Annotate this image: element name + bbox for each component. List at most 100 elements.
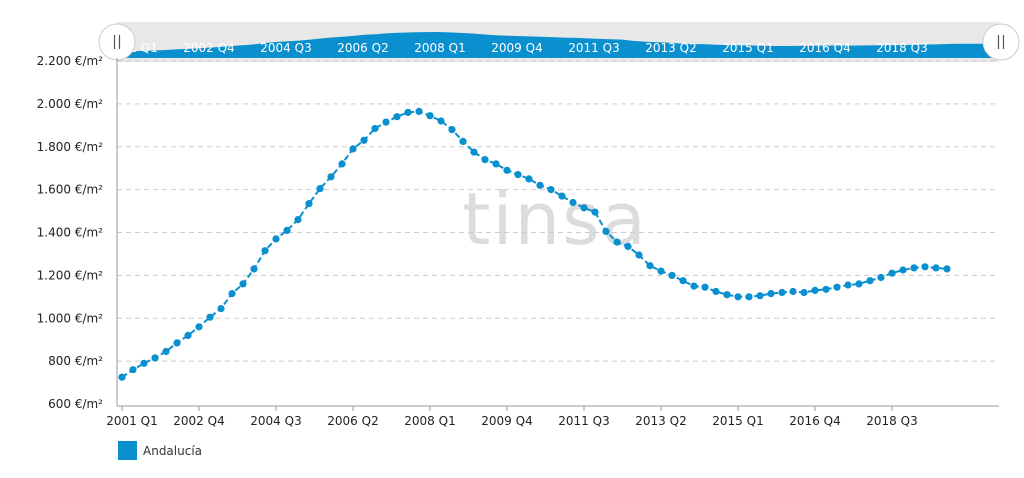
data-point[interactable] [250,265,258,273]
data-point[interactable] [371,124,379,133]
data-point[interactable] [206,313,214,321]
data-point[interactable] [316,185,324,193]
data-point[interactable] [910,264,918,272]
data-point[interactable] [943,265,951,273]
x-tick-label: 2004 Q3 [250,414,301,428]
data-point[interactable] [382,118,390,126]
x-tick-label: 2001 Q1 [106,414,157,428]
data-point[interactable] [701,283,709,291]
navigator-label: 2016 Q4 [799,41,850,55]
data-point[interactable] [635,251,643,259]
data-point[interactable] [547,186,555,194]
data-point[interactable] [767,290,775,298]
data-point[interactable] [844,281,852,289]
data-point[interactable] [580,204,588,212]
grid-lines [117,60,999,362]
data-point[interactable] [921,263,929,271]
data-point[interactable] [118,373,126,381]
data-point[interactable] [712,287,720,296]
data-point[interactable] [536,181,544,189]
grip-lines-icon [997,35,1005,49]
navigator-label: 2015 Q1 [722,41,773,55]
data-point[interactable] [261,247,269,255]
legend-item-andalucia[interactable]: Andalucía [118,441,202,460]
data-point[interactable] [195,323,203,331]
data-point[interactable] [800,288,808,297]
series-andalucia[interactable] [118,107,951,381]
data-point[interactable] [668,271,676,279]
x-tick-label: 2009 Q4 [481,414,532,428]
data-point[interactable] [789,287,797,296]
data-point[interactable] [470,148,478,156]
data-point[interactable] [866,277,874,285]
data-point[interactable] [415,107,423,115]
data-point[interactable] [569,198,577,207]
data-point[interactable] [855,280,863,288]
data-point[interactable] [305,200,313,208]
data-point[interactable] [481,156,489,164]
data-point[interactable] [734,293,742,301]
navigator-label: 2006 Q2 [337,41,388,55]
data-point[interactable] [151,354,159,362]
data-point[interactable] [525,175,533,183]
data-point[interactable] [272,235,280,243]
data-point[interactable] [437,117,445,125]
y-tick-label: 1.000 €/m² [37,311,104,325]
legend-swatch [118,441,137,460]
data-point[interactable] [173,339,181,347]
data-point[interactable] [184,331,192,339]
data-point[interactable] [756,292,764,300]
data-point[interactable] [646,262,654,270]
data-point[interactable] [877,273,885,282]
data-point[interactable] [393,113,401,121]
data-point[interactable] [283,226,291,234]
navigator-right-handle[interactable] [982,23,1020,61]
data-point[interactable] [426,112,434,120]
data-point[interactable] [239,280,247,288]
data-point[interactable] [129,366,137,374]
data-point[interactable] [448,126,456,134]
navigator-label: 2013 Q2 [645,41,696,55]
data-point[interactable] [888,269,896,277]
data-point[interactable] [404,108,412,116]
data-point[interactable] [745,293,753,301]
data-point[interactable] [657,267,665,275]
navigator-label: 2009 Q4 [491,41,542,55]
data-point[interactable] [492,160,500,168]
y-tick-label: 600 €/m² [48,397,103,411]
data-point[interactable] [360,136,368,144]
data-point[interactable] [162,347,170,356]
data-point[interactable] [140,359,148,367]
data-point[interactable] [459,137,467,145]
data-point[interactable] [833,283,841,291]
x-tick-label: 2002 Q4 [173,414,224,428]
data-point[interactable] [899,266,907,274]
data-point[interactable] [558,192,566,200]
data-point[interactable] [811,286,819,294]
data-point[interactable] [723,291,731,299]
data-point[interactable] [338,160,346,168]
data-point[interactable] [217,305,225,313]
x-tick-label: 2013 Q2 [635,414,686,428]
data-point[interactable] [778,288,786,297]
data-point[interactable] [327,173,335,181]
data-point[interactable] [294,216,302,224]
data-point[interactable] [932,264,940,272]
y-tick-label: 2.000 €/m² [37,97,104,111]
data-point[interactable] [613,238,621,246]
data-point[interactable] [679,277,687,285]
data-point[interactable] [624,242,632,250]
navigator-series-area [117,32,999,58]
navigator-left-handle[interactable] [98,23,136,61]
data-point[interactable] [690,282,698,290]
data-point[interactable] [228,290,236,298]
data-point[interactable] [349,145,357,153]
navigator-label: 2008 Q1 [414,41,465,55]
data-point[interactable] [514,171,522,179]
data-point[interactable] [591,208,599,216]
data-point[interactable] [822,285,830,293]
data-point[interactable] [503,166,511,174]
legend-label: Andalucía [143,443,203,458]
data-point[interactable] [602,227,610,235]
